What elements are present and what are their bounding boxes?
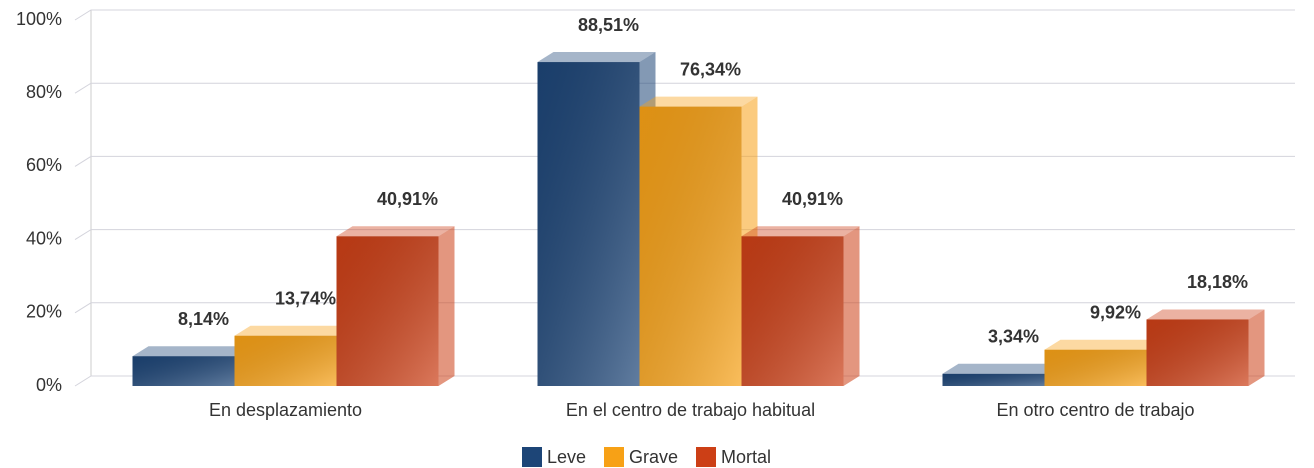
value-label: 8,14% <box>178 309 229 329</box>
bar-top <box>639 96 758 107</box>
y-tick-label: 20% <box>26 302 62 322</box>
grid-line <box>74 155 1295 167</box>
bar-top <box>942 363 1061 374</box>
grid-line <box>74 82 1295 94</box>
bar-side <box>438 226 455 386</box>
value-label: 76,34% <box>680 59 741 79</box>
bar-side <box>1248 309 1265 386</box>
legend-label: Grave <box>629 447 678 467</box>
grid-line <box>74 302 1295 314</box>
bar-shine <box>537 62 640 386</box>
value-label: 13,74% <box>275 288 336 308</box>
y-tick-label: 60% <box>26 155 62 175</box>
bar-shine <box>336 236 439 386</box>
bar-top <box>1044 339 1163 350</box>
bar-top <box>234 325 353 336</box>
grid-line <box>74 9 1295 21</box>
y-tick-label: 100% <box>16 9 62 29</box>
value-label: 40,91% <box>782 189 843 209</box>
bar-shine <box>1044 349 1147 386</box>
bar-shine <box>234 335 337 386</box>
legend-label: Leve <box>547 447 586 467</box>
grid-line <box>74 375 1295 387</box>
bar-top <box>537 52 656 63</box>
value-label: 3,34% <box>988 327 1039 347</box>
x-tick-label: En desplazamiento <box>209 400 362 420</box>
value-label: 9,92% <box>1090 302 1141 322</box>
bar-shine <box>639 106 742 387</box>
grid-line <box>74 229 1295 241</box>
bar-shine <box>942 373 1045 386</box>
legend-swatch <box>522 447 542 467</box>
bar-top <box>336 226 455 237</box>
y-tick-label: 0% <box>36 375 62 395</box>
bar-top <box>1146 309 1265 320</box>
bar-side <box>843 226 860 386</box>
legend-swatch <box>604 447 624 467</box>
bar-top <box>741 226 860 237</box>
bar-shine <box>1146 319 1249 386</box>
value-label: 18,18% <box>1187 272 1248 292</box>
y-tick-label: 40% <box>26 228 62 248</box>
bar-top <box>132 346 251 357</box>
bar-shine <box>132 356 235 386</box>
value-label: 40,91% <box>377 189 438 209</box>
legend-swatch <box>696 447 716 467</box>
value-label: 88,51% <box>578 15 639 35</box>
x-tick-label: En el centro de trabajo habitual <box>566 400 815 420</box>
x-tick-label: En otro centro de trabajo <box>996 400 1194 420</box>
legend-label: Mortal <box>721 447 771 467</box>
y-tick-label: 80% <box>26 82 62 102</box>
bar-shine <box>741 236 844 386</box>
